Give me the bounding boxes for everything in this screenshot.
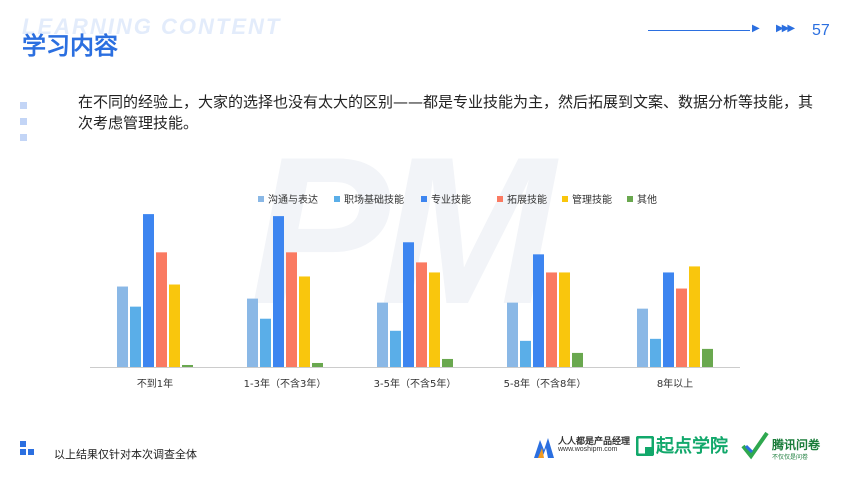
arrow-right-icon: ▶ — [752, 23, 760, 34]
legend-swatch — [627, 196, 633, 202]
legend-swatch — [258, 196, 264, 202]
bar — [429, 272, 440, 367]
bar — [663, 272, 674, 367]
x-tick-label: 8年以上 — [657, 377, 693, 390]
header-divider-line — [648, 30, 750, 31]
legend-swatch — [562, 196, 568, 202]
bar — [520, 340, 531, 367]
description-text: 在不同的经验上，大家的选择也没有太大的区别——都是专业技能为主，然后拓展到文案、… — [78, 93, 814, 132]
bar — [117, 286, 128, 367]
bar — [650, 338, 661, 367]
bar — [156, 252, 167, 367]
watermark-heading: LEARNING CONTENT — [22, 14, 282, 39]
bar — [702, 348, 713, 367]
legend-swatch — [497, 196, 503, 202]
bar — [143, 214, 154, 367]
x-tick-label: 1-3年（不含3年） — [244, 377, 327, 390]
bar — [442, 358, 453, 367]
bar — [377, 302, 388, 367]
legend-label: 专业技能 — [431, 193, 471, 206]
legend-label: 管理技能 — [572, 193, 612, 206]
bar — [169, 284, 180, 367]
bar — [689, 266, 700, 367]
legend-swatch — [334, 196, 340, 202]
legend-swatch — [421, 196, 427, 202]
bar — [533, 254, 544, 367]
qidian-logo-icon — [636, 436, 654, 456]
bar — [247, 298, 258, 367]
footnote-text: 以上结果仅针对本次调查全体 — [54, 448, 197, 461]
checkmark-logo-icon — [741, 431, 769, 460]
x-tick-label: 5-8年（不含8年） — [504, 377, 587, 390]
legend-label: 职场基础技能 — [344, 193, 404, 206]
legend-label: 拓展技能 — [507, 193, 547, 206]
bar — [676, 288, 687, 367]
legend-label: 沟通与表达 — [268, 193, 318, 206]
woshipm-logo-url: www.woshipm.com — [558, 446, 618, 453]
qidian-logo-name: 起点学院 — [656, 436, 728, 457]
woshipm-logo-icon — [534, 438, 554, 458]
bar — [299, 276, 310, 367]
x-tick-label: 3-5年（不含5年） — [374, 377, 457, 390]
tencent-logo-slogan: 不仅仅是问卷 — [772, 454, 809, 461]
bar — [416, 262, 427, 367]
tencent-logo-name: 腾讯问卷 — [772, 438, 821, 452]
bar — [403, 242, 414, 367]
bar — [507, 302, 518, 367]
bar — [390, 330, 401, 367]
page-title: 学习内容 — [22, 32, 118, 60]
triple-arrow-icon: ▶▶▶ — [776, 23, 795, 34]
woshipm-logo-name: 人人都是产品经理 — [558, 437, 631, 447]
bar — [312, 362, 323, 367]
bar — [546, 272, 557, 367]
bar — [182, 364, 193, 367]
bar — [637, 308, 648, 367]
bar — [559, 272, 570, 367]
partner-logos: 人人都是产品经理 www.woshipm.com 起点学院 腾讯问卷 不仅仅是问… — [532, 430, 832, 466]
bullet-square-icon — [20, 118, 27, 125]
bullet-square-icon — [20, 134, 27, 141]
bar — [572, 352, 583, 367]
page-number: 57 — [812, 22, 830, 39]
bar — [130, 306, 141, 367]
bar — [260, 318, 271, 367]
bar — [286, 252, 297, 367]
bar — [273, 216, 284, 367]
x-tick-label: 不到1年 — [137, 377, 173, 390]
footnote-squares-icon — [20, 441, 42, 459]
decorative-bullets — [20, 102, 27, 150]
legend-label: 其他 — [637, 193, 657, 206]
bullet-square-icon — [20, 102, 27, 109]
